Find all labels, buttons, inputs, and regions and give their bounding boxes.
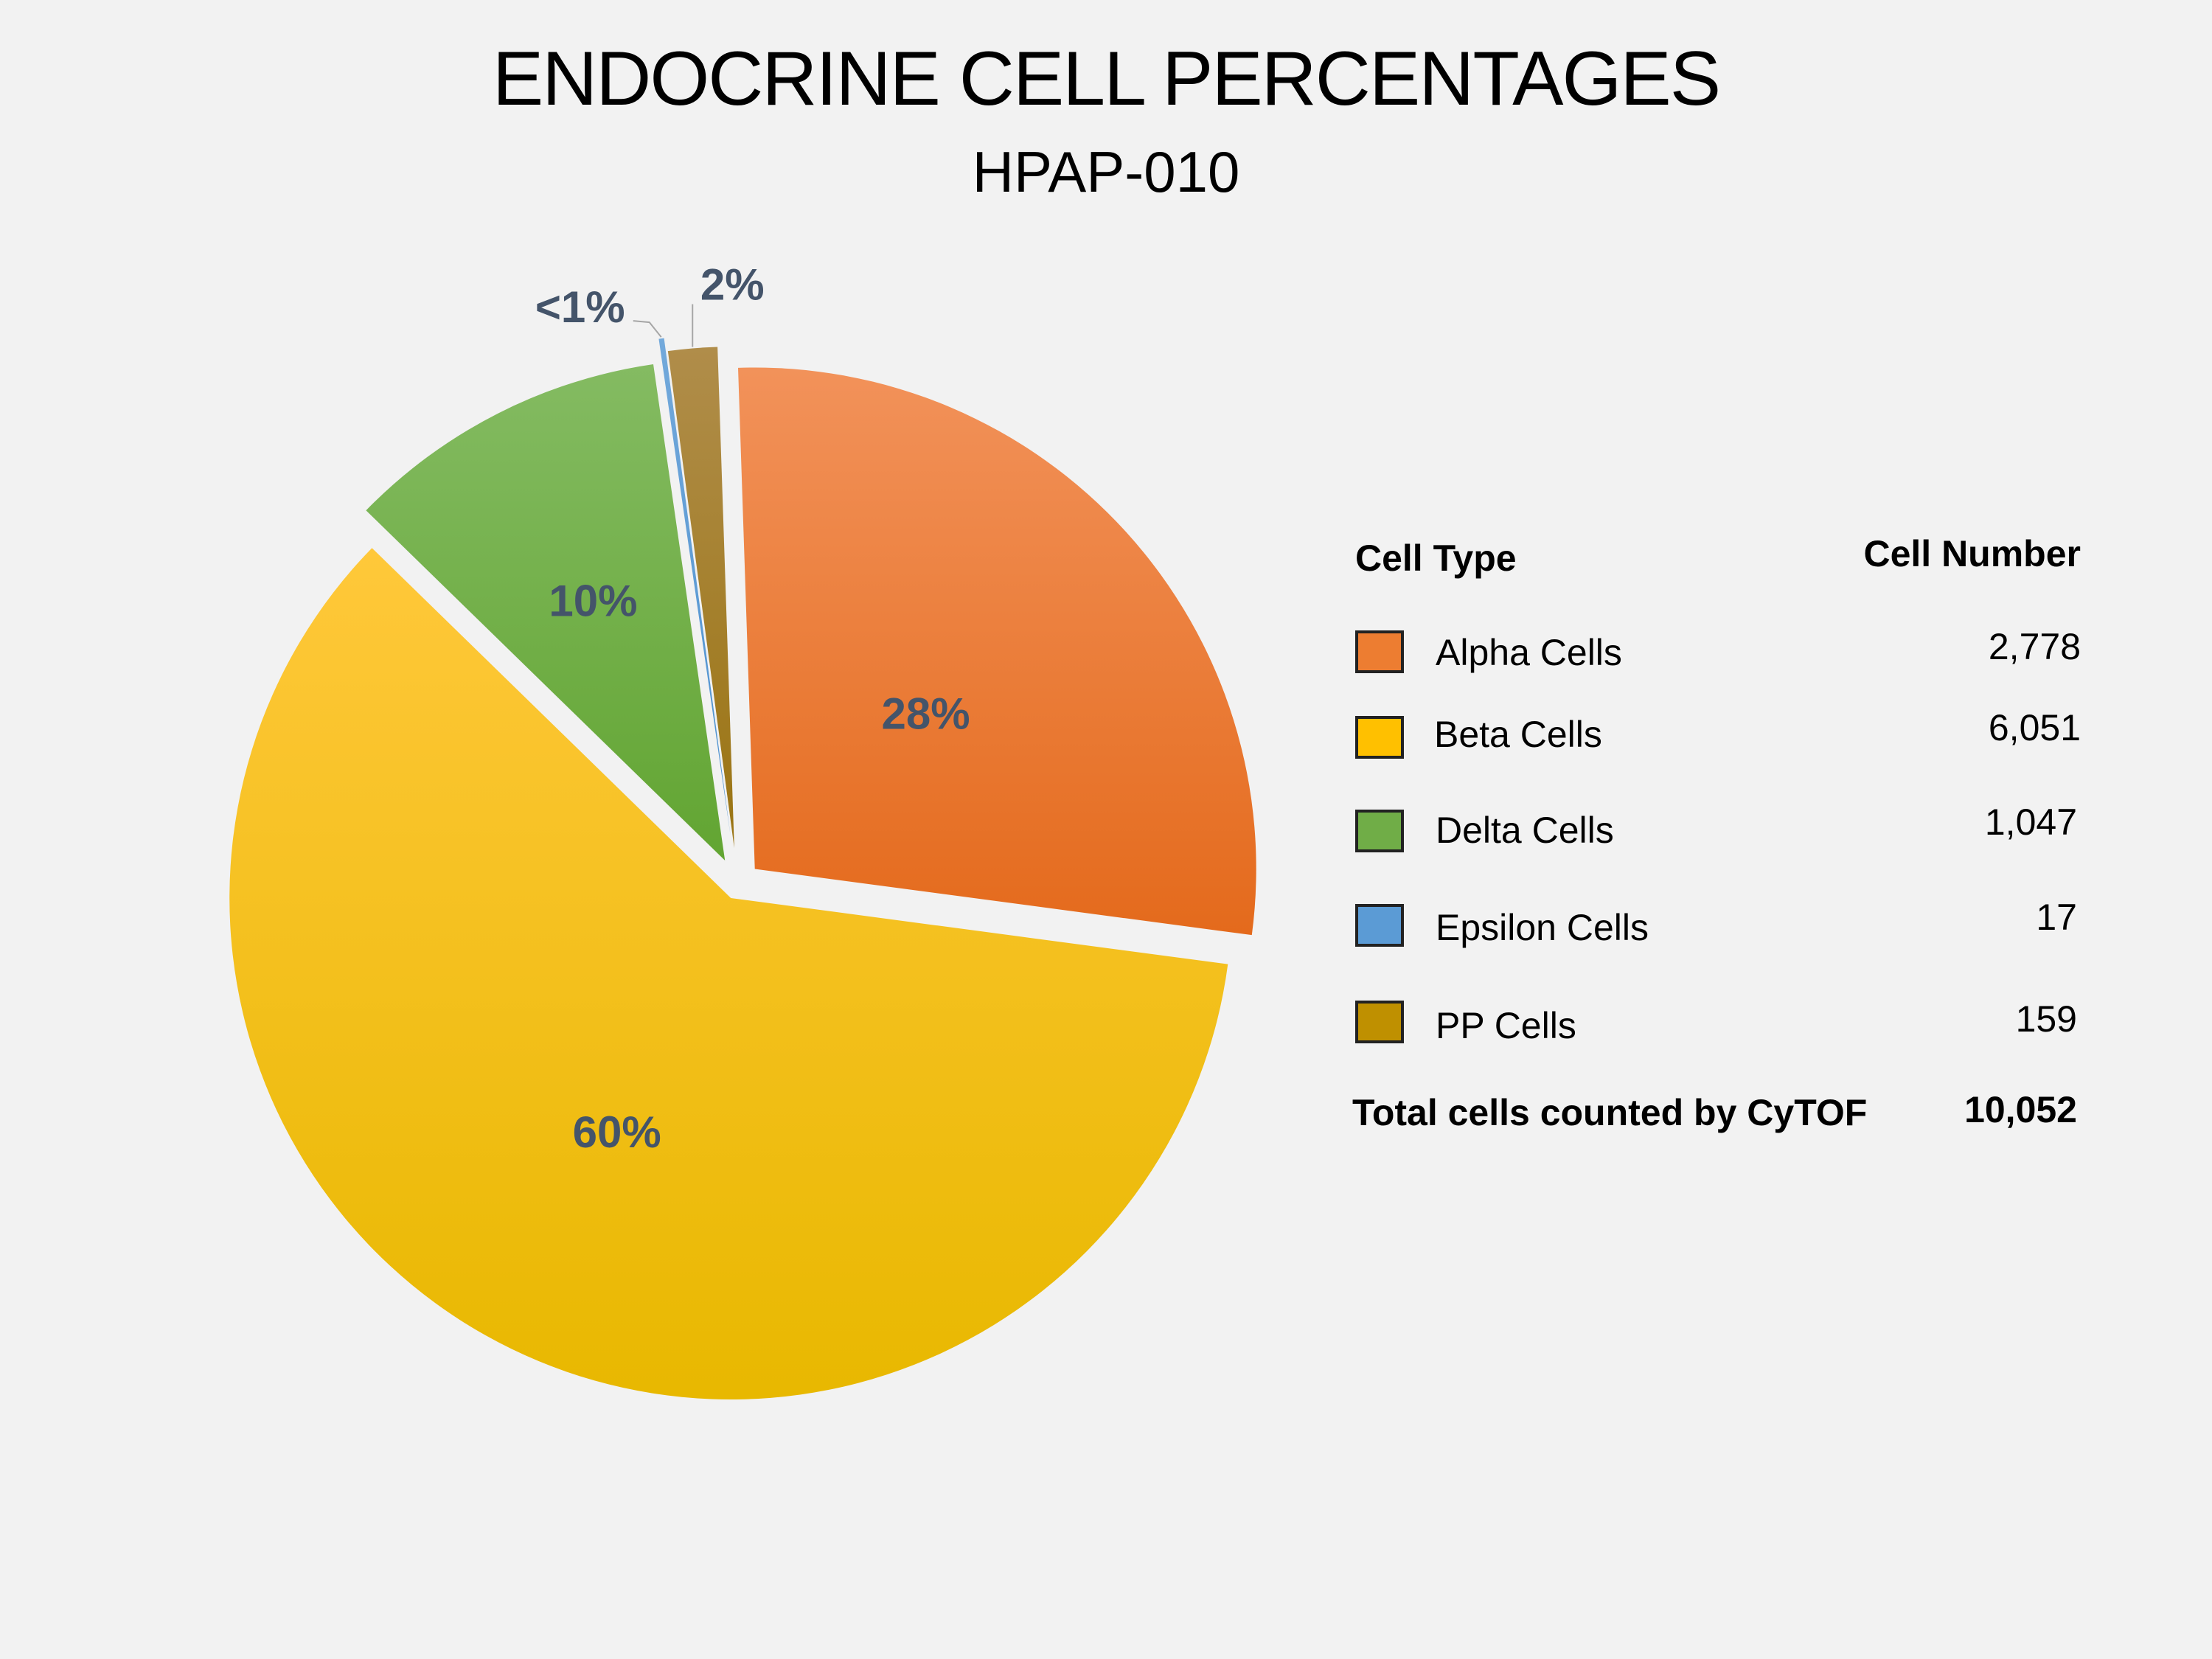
pie-slice-alpha-cells [738, 367, 1256, 936]
pie-slice-pp-cells [667, 347, 734, 849]
pie-label-delta-cells: 10% [549, 577, 637, 626]
swatch-pp [1355, 1001, 1404, 1043]
pie-label-pp-cells: 2% [700, 260, 765, 310]
total-label: Total cells counted by CyTOF [1352, 1092, 1868, 1133]
pie-label-epsilon-cells: <1% [535, 282, 625, 332]
chart-subtitle: HPAP-010 [972, 139, 1240, 204]
row-value-epsilon: 17 [2036, 897, 2077, 938]
row-value-pp: 159 [2015, 998, 2077, 1040]
pie-slice-beta-cells [229, 548, 1228, 1399]
swatch-alpha [1355, 630, 1404, 673]
row-value-beta: 6,051 [1988, 707, 2081, 748]
pie-chart: 2% 28% 60% 10% <1% [229, 260, 1256, 1399]
pie-label-alpha-cells: 28% [882, 689, 970, 739]
leader-line-epsilon-cells [633, 320, 662, 338]
total-value: 10,052 [1964, 1089, 2077, 1130]
swatch-beta [1355, 716, 1404, 759]
pie-label-beta-cells: 60% [573, 1107, 661, 1157]
header-cell-number: Cell Number [1863, 533, 2081, 574]
row-label-epsilon: Epsilon Cells [1436, 907, 1649, 948]
row-label-alpha: Alpha Cells [1436, 632, 1622, 673]
row-value-delta: 1,047 [1984, 801, 2077, 843]
header-cell-type: Cell Type [1355, 538, 1517, 579]
row-label-delta: Delta Cells [1436, 810, 1614, 851]
pie-slice-epsilon-cells [658, 338, 731, 835]
pie-slice-delta-cells [366, 364, 726, 861]
chart-title: ENDOCRINE CELL PERCENTAGES [492, 36, 1721, 122]
row-label-beta: Beta Cells [1434, 714, 1602, 755]
row-label-pp: PP Cells [1436, 1005, 1576, 1046]
row-value-alpha: 2,778 [1988, 626, 2081, 667]
swatch-delta [1355, 810, 1404, 852]
swatch-epsilon [1355, 904, 1404, 947]
